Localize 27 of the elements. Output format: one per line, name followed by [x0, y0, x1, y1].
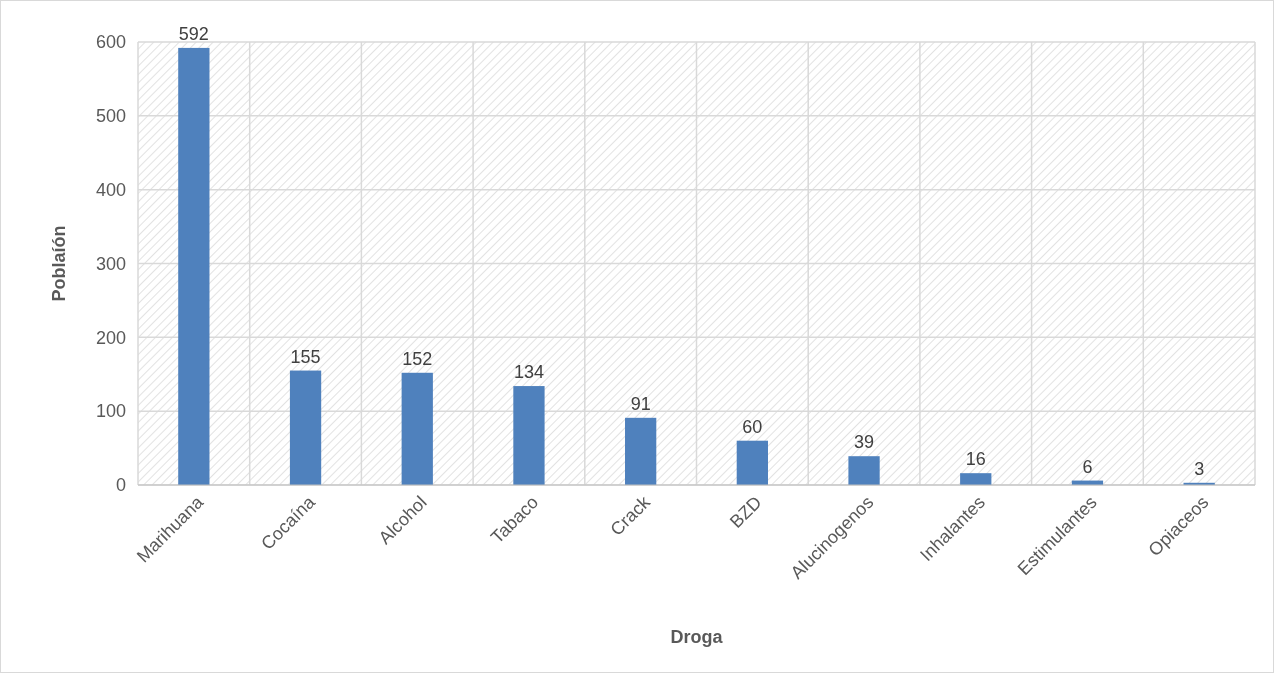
- bar: [513, 386, 545, 485]
- bar: [625, 417, 657, 485]
- bar: [960, 473, 992, 485]
- y-tick-label: 100: [95, 401, 126, 422]
- data-label: 39: [854, 432, 875, 453]
- data-label: 6: [1082, 456, 1093, 477]
- y-axis-title: Poblaíón: [49, 225, 69, 302]
- x-axis-title: Droga: [670, 627, 724, 647]
- y-tick-label: 600: [95, 32, 126, 53]
- bar: [848, 456, 880, 485]
- y-tick-label: 0: [115, 475, 126, 496]
- data-label: 3: [1194, 458, 1205, 479]
- data-label: 16: [965, 449, 986, 470]
- bar: [401, 372, 433, 485]
- data-label: 155: [290, 346, 321, 367]
- data-label: 60: [742, 416, 763, 437]
- y-tick-label: 300: [95, 253, 126, 274]
- bar: [736, 440, 768, 485]
- y-tick-label: 200: [95, 327, 126, 348]
- data-label: 152: [402, 348, 433, 369]
- data-label: 592: [178, 23, 209, 44]
- y-tick-label: 500: [95, 106, 126, 127]
- bar: [178, 47, 210, 485]
- data-label: 134: [513, 362, 544, 383]
- data-label: 91: [630, 393, 651, 414]
- bar: [289, 370, 322, 485]
- y-tick-label: 400: [95, 179, 126, 200]
